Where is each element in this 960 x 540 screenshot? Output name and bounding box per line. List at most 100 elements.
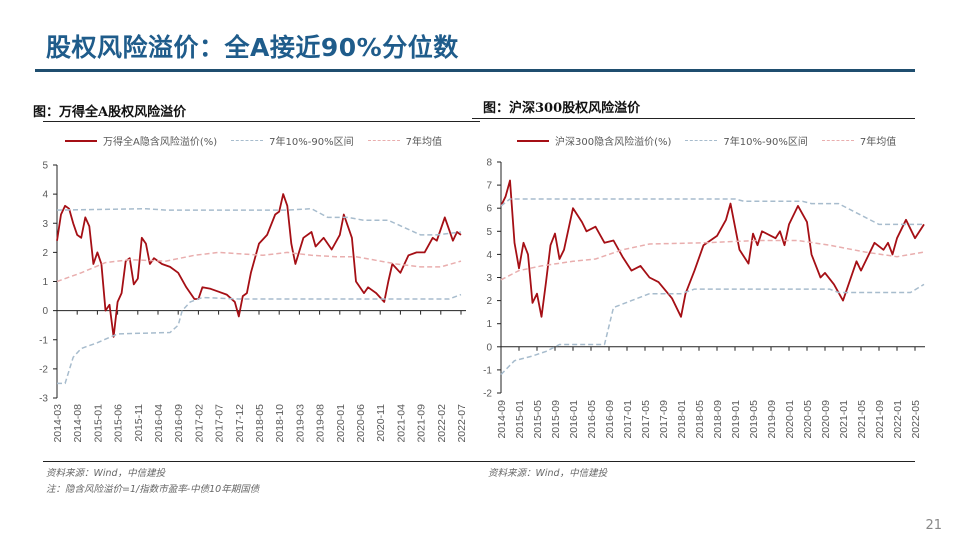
right-band-lower-line [500, 283, 925, 376]
right-x-tick-label: 2020-05 [802, 400, 814, 439]
right-x-tick-label: 2018-09 [712, 400, 724, 439]
right-y-tick-label: 2 [486, 296, 492, 307]
left-x-tick-label: 2016-09 [173, 404, 185, 443]
right-source: 资料来源：Wind，中信建投 [488, 468, 608, 479]
left-y-tick-label: 1 [42, 277, 48, 288]
right-series-line [500, 179, 925, 318]
left-y-tick-label: -2 [39, 364, 48, 375]
left-x-tick-label: 2020-06 [355, 404, 367, 443]
right-y-tick-label: 8 [486, 158, 492, 169]
left-x-tick-label: 2017-02 [193, 404, 205, 443]
left-x-tick-label: 2020-01 [335, 404, 347, 443]
right-legend: 沪深300隐含风险溢价(%) 7年10%-90%区间 7年均值 [517, 133, 896, 148]
legend-label-mean: 7年均值 [405, 137, 442, 148]
right-y-tick-label: 6 [486, 204, 492, 215]
right-x-tick-label: 2016-09 [604, 400, 616, 439]
right-figure-title: 图：沪深300股权风险溢价 [483, 101, 641, 116]
left-x-tick-label: 2019-08 [315, 404, 327, 443]
legend-label-series: 万得全A隐含风险溢价(%) [103, 137, 218, 148]
right-x-tick-label: 2022-05 [910, 400, 922, 439]
left-x-tick-label: 2018-10 [274, 404, 286, 443]
legend-swatch-band [231, 140, 264, 141]
right-x-tick-label: 2017-09 [658, 400, 670, 439]
left-band-upper-line [56, 207, 462, 236]
left-x-tick-label: 2015-06 [113, 404, 125, 443]
left-x-tick-label: 2017-12 [234, 404, 246, 443]
right-x-tick-label: 2019-09 [766, 400, 778, 439]
legend-label-band: 7年10%-90%区间 [269, 137, 354, 148]
legend-swatch-series [517, 139, 549, 142]
legend-label-mean: 7年均值 [859, 137, 897, 148]
left-figure-title: 图：万得全A股权风险溢价 [33, 105, 187, 120]
legend-swatch-band [685, 140, 718, 141]
right-y-tick-label: -2 [483, 389, 492, 400]
left-y-tick-label: -3 [39, 394, 48, 405]
right-y-tick-label: 3 [486, 273, 492, 284]
right-x-tick-label: 2018-05 [694, 400, 706, 439]
left-x-tick-label: 2017-07 [214, 404, 226, 443]
right-x-tick-label: 2018-01 [676, 400, 688, 439]
right-x-tick-label: 2017-05 [640, 400, 652, 439]
right-x-tick-label: 2019-05 [748, 400, 760, 439]
right-x-tick-label: 2021-05 [856, 400, 868, 439]
legend-swatch-mean [821, 140, 854, 141]
legend-swatch-series [65, 139, 97, 142]
left-x-tick-label: 2015-11 [133, 404, 145, 442]
left-x-tick-label: 2019-03 [294, 404, 306, 443]
right-x-tick-label: 2014-09 [496, 400, 508, 439]
right-x-tick-label: 2019-01 [730, 400, 742, 439]
left-x-tick-label: 2021-09 [416, 404, 428, 443]
left-y-tick-label: 0 [42, 306, 48, 317]
right-y-tick-label: 7 [486, 181, 492, 192]
right-x-tick-label: 2021-01 [838, 400, 850, 439]
right-x-tick-label: 2016-01 [568, 400, 580, 439]
left-figure-rule [43, 121, 480, 122]
right-x-tick-label: 2016-05 [586, 400, 598, 439]
left-source: 资料来源：Wind，中信建投 [46, 468, 166, 479]
left-y-tick-label: 2 [42, 248, 48, 259]
left-x-tick-label: 2021-04 [395, 404, 407, 443]
left-y-tick-label: -1 [39, 335, 48, 346]
right-x-tick-label: 2015-01 [514, 400, 526, 439]
right-bottom-rule [472, 461, 915, 462]
left-x-tick-label: 2020-11 [375, 404, 387, 442]
right-x-tick-label: 2020-01 [784, 400, 796, 439]
legend-label-series: 沪深300隐含风险溢价(%) [555, 137, 672, 148]
left-note: 注：隐含风险溢价=1/指数市盈率-中债10年期国债 [46, 484, 260, 495]
right-y-tick-label: 0 [486, 342, 492, 353]
left-mean-line [56, 251, 462, 283]
right-x-tick-label: 2015-05 [532, 400, 544, 439]
left-y-tick-label: 5 [42, 161, 48, 172]
left-x-tick-label: 2014-03 [52, 404, 64, 443]
left-bottom-rule [43, 461, 480, 462]
right-figure-rule [472, 118, 915, 119]
right-x-tick-label: 2021-09 [874, 400, 886, 439]
left-band-lower-line [57, 293, 462, 385]
right-x-tick-label: 2022-01 [892, 400, 904, 439]
left-x-tick-label: 2015-01 [92, 404, 104, 443]
legend-label-band: 7年10%-90%区间 [723, 137, 808, 148]
legend-swatch-mean [367, 140, 400, 141]
page-number: 21 [925, 518, 942, 533]
slide-title: 股权风险溢价：全A接近90%分位数 [46, 33, 459, 62]
right-y-tick-label: -1 [483, 365, 492, 376]
left-y-tick-label: 3 [42, 219, 48, 230]
right-y-tick-label: 1 [486, 319, 492, 330]
right-x-tick-label: 2020-09 [820, 400, 832, 439]
right-band-upper-line [500, 198, 924, 226]
left-x-tick-label: 2014-08 [72, 404, 84, 443]
left-y-tick-label: 4 [42, 190, 48, 201]
left-x-tick-label: 2022-07 [456, 404, 468, 443]
right-y-tick-label: 4 [486, 250, 492, 261]
left-legend: 万得全A隐含风险溢价(%) 7年10%-90%区间 7年均值 [65, 133, 442, 148]
left-x-tick-label: 2022-02 [436, 404, 448, 443]
right-x-tick-label: 2015-09 [550, 400, 562, 439]
right-mean-line [500, 239, 925, 281]
right-y-tick-label: 5 [486, 227, 492, 238]
right-x-tick-label: 2017-01 [622, 400, 634, 439]
left-series-line [56, 193, 462, 338]
title-divider [35, 69, 915, 72]
left-x-tick-label: 2016-04 [153, 404, 165, 443]
left-x-tick-label: 2018-05 [254, 404, 266, 443]
